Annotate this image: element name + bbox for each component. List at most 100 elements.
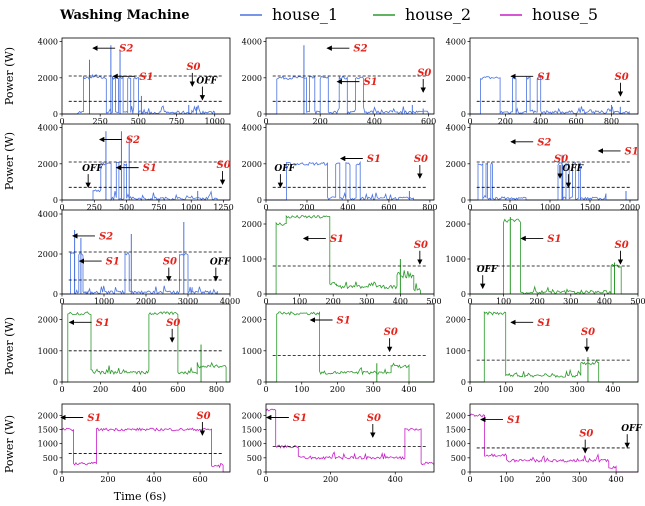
x-tick-label: 1000 [94,297,114,306]
x-tick-label: 500 [131,117,146,126]
y-tick-label: 2000 [38,316,58,325]
x-tick-label: 200 [498,117,513,126]
y-tick-label: 2000 [242,316,262,325]
y-tick-label: 1000 [446,347,466,356]
y-tick-label: 500 [451,454,466,463]
signal-line [62,251,230,296]
x-tick-label: 400 [388,475,403,484]
y-tick-label: 1000 [446,255,466,264]
y-tick-label: 0 [257,378,262,387]
x-tick-label: 400 [401,385,416,394]
x-tick-label: 400 [393,297,408,306]
x-tick-label: 0 [467,475,472,484]
signal-line [62,311,230,383]
axis-labels: Power (W) Power (W) Power (W) Power (W) … [3,47,166,503]
signal-line [62,73,230,116]
y-tick-label: 0 [257,196,262,205]
ylabel-row2: Power (W) [3,132,16,190]
x-tick-label: 400 [146,475,161,484]
annotation-off: OFF [477,265,498,275]
x-tick-label: 200 [323,475,338,484]
signal-line [265,408,435,466]
x-tick-label: 0 [59,203,64,212]
x-tick-label: 4000 [220,297,240,306]
y-tick-label: 1500 [38,426,58,435]
annotation-s0: S0 [166,318,180,329]
panel-frame [61,123,231,201]
annotation-s1: S1 [106,257,120,268]
panel-frame [265,303,435,383]
y-tick-label: 0 [257,468,262,477]
x-tick-label: 1500 [580,203,600,212]
y-tick-label: 1500 [446,426,466,435]
x-tick-label: 300 [359,297,374,306]
x-tick-label: 300 [563,297,578,306]
signal-line [266,160,434,201]
x-tick-label: 0 [59,117,64,126]
y-tick-label: 2000 [242,220,262,229]
x-tick-label: 250 [87,203,102,212]
annotation-s0: S0 [196,411,210,422]
y-tick-label: 0 [461,290,466,299]
y-tick-label: 1000 [446,440,466,449]
panel-10: 0 200 400 600 800 0 1000 2000 S1 S0 [38,303,231,394]
panel-14: 0 200 400 0 500 1000 1500 2000 S1 S0 [242,403,435,484]
x-tick-label: 500 [119,203,134,212]
annotation-s1: S1 [330,234,344,245]
x-tick-label: 750 [151,203,166,212]
panel-11: 0 100 200 300 400 0 1000 2000 S1 S0 [242,303,435,394]
y-tick-label: 4000 [242,124,262,133]
signal-line [470,161,638,201]
annotation-s2: S2 [119,44,133,55]
x-tick-label: 500 [630,297,645,306]
y-tick-label: 4000 [38,38,58,47]
x-tick-label: 0 [263,297,268,306]
panel-5: 0 200 400 600 800 0 2000 4000 OFF S1 S0 [242,123,438,212]
x-tick-label: 100 [499,475,514,484]
annotation-s0: S0 [614,72,628,83]
x-tick-label: 500 [426,297,441,306]
y-tick-label: 0 [53,110,58,119]
x-tick-label: 750 [169,117,184,126]
y-tick-label: 2000 [446,411,466,420]
y-tick-label: 2000 [446,160,466,169]
x-tick-label: 400 [340,203,355,212]
y-tick-label: 4000 [446,124,466,133]
y-tick-label: 4000 [446,38,466,47]
panel-1: 0 250 500 750 1000 0 2000 4000 S2 S1 S0 OFF [38,37,231,126]
panel-frame [469,403,639,473]
y-tick-label: 2000 [242,411,262,420]
signal-line [266,311,434,383]
x-tick-label: 0 [467,385,472,394]
y-tick-label: 1000 [38,440,58,449]
annotation-s0: S0 [581,327,595,338]
y-tick-label: 2000 [38,74,58,83]
annotation-s1: S1 [507,415,521,426]
annotation-off: OFF [621,424,642,434]
annotation-s0: S0 [554,154,568,165]
signal-line [266,214,434,295]
annotation-s1: S1 [625,146,639,157]
annotation-s2: S2 [126,135,140,146]
panel-13: 0 200 400 600 0 500 1000 1500 2000 S1 S0 [38,403,231,484]
y-tick-label: 4000 [242,38,262,47]
signal-line [470,75,638,115]
x-tick-label: 1000 [181,203,201,212]
x-tick-label: 400 [533,117,548,126]
ylabel-row4: Power (W) [3,317,16,375]
annotation-s1: S1 [293,413,307,424]
x-tick-label: 200 [535,475,550,484]
x-tick-label: 200 [299,203,314,212]
y-tick-label: 1000 [242,347,262,356]
annotation-off: OFF [562,164,583,174]
x-tick-label: 200 [530,297,545,306]
signal-line [266,75,434,116]
y-tick-label: 0 [53,196,58,205]
panel-12: 0 100 200 300 400 0 1000 2000 S1 S0 [446,303,639,394]
y-tick-label: 1000 [242,255,262,264]
legend-label-house5: house_5 [532,5,598,24]
annotation-s0: S0 [614,240,628,251]
x-tick-label: 800 [422,203,437,212]
annotation-s1: S1 [537,318,551,329]
x-tick-label: 200 [326,297,341,306]
